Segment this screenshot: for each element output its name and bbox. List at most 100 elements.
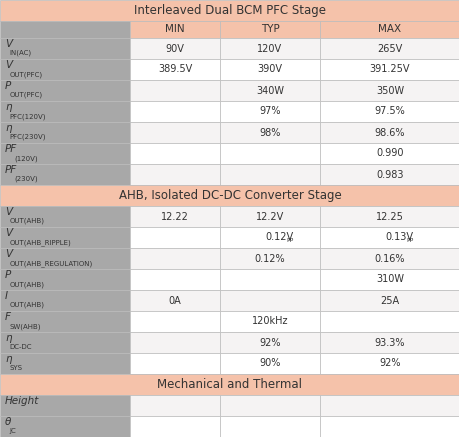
- Bar: [0, 101, 130, 122]
- Text: 97.5%: 97.5%: [374, 107, 404, 117]
- Bar: [219, 248, 319, 269]
- Text: 12.25: 12.25: [375, 212, 403, 222]
- Text: PF: PF: [5, 144, 17, 154]
- Text: 90V: 90V: [165, 44, 184, 53]
- Text: η: η: [5, 333, 11, 343]
- Bar: [219, 269, 319, 290]
- Bar: [219, 38, 319, 59]
- Text: PFC(230V): PFC(230V): [10, 134, 46, 141]
- Bar: [130, 206, 219, 227]
- Bar: [130, 38, 219, 59]
- Text: TYP: TYP: [260, 24, 279, 35]
- Bar: [130, 311, 219, 332]
- Bar: [219, 227, 319, 248]
- Bar: [0, 269, 130, 290]
- Bar: [219, 101, 319, 122]
- Bar: [130, 332, 219, 353]
- Bar: [319, 143, 459, 164]
- Bar: [130, 143, 219, 164]
- Bar: [130, 395, 219, 416]
- Bar: [319, 101, 459, 122]
- Text: Mechanical and Thermal: Mechanical and Thermal: [157, 378, 302, 391]
- Bar: [319, 290, 459, 311]
- Text: 310W: 310W: [375, 274, 403, 284]
- Text: V: V: [5, 60, 12, 70]
- Text: Height: Height: [5, 396, 39, 406]
- Text: 0.16%: 0.16%: [374, 253, 404, 264]
- Bar: [0, 311, 130, 332]
- Text: 98%: 98%: [259, 128, 280, 138]
- Bar: [319, 353, 459, 374]
- Bar: [0, 227, 130, 248]
- Text: V: V: [5, 39, 12, 49]
- Bar: [0, 122, 130, 143]
- Bar: [0, 143, 130, 164]
- Text: F: F: [5, 312, 11, 322]
- Bar: [0, 59, 130, 80]
- Bar: [319, 269, 459, 290]
- Text: OUT(AHB): OUT(AHB): [10, 218, 45, 225]
- Bar: [0, 164, 130, 185]
- Bar: [319, 206, 459, 227]
- Bar: [130, 21, 219, 38]
- Text: 120V: 120V: [257, 44, 282, 53]
- Bar: [319, 248, 459, 269]
- Bar: [130, 290, 219, 311]
- Bar: [0, 374, 459, 395]
- Bar: [319, 311, 459, 332]
- Text: PF: PF: [5, 165, 17, 175]
- Bar: [130, 248, 219, 269]
- Text: 0.983: 0.983: [375, 170, 403, 180]
- Text: 389.5V: 389.5V: [157, 65, 192, 74]
- Text: θ: θ: [5, 417, 11, 427]
- Text: OUT(AHB_RIPPLE): OUT(AHB_RIPPLE): [10, 239, 71, 246]
- Bar: [130, 80, 219, 101]
- Text: OUT(AHB): OUT(AHB): [10, 302, 45, 309]
- Bar: [219, 290, 319, 311]
- Text: (120V): (120V): [14, 155, 38, 162]
- Bar: [219, 206, 319, 227]
- Bar: [219, 122, 319, 143]
- Text: PFC(120V): PFC(120V): [10, 113, 46, 119]
- Text: MIN: MIN: [165, 24, 185, 35]
- Bar: [0, 353, 130, 374]
- Text: 90%: 90%: [259, 358, 280, 368]
- Text: PP: PP: [285, 239, 293, 243]
- Text: η: η: [5, 354, 11, 364]
- Bar: [319, 332, 459, 353]
- Bar: [219, 59, 319, 80]
- Text: (230V): (230V): [14, 176, 38, 183]
- Bar: [219, 311, 319, 332]
- Bar: [0, 38, 130, 59]
- Bar: [130, 416, 219, 437]
- Bar: [319, 59, 459, 80]
- Bar: [0, 80, 130, 101]
- Text: MAX: MAX: [378, 24, 401, 35]
- Bar: [130, 227, 219, 248]
- Bar: [219, 164, 319, 185]
- Bar: [219, 332, 319, 353]
- Bar: [319, 164, 459, 185]
- Text: 25A: 25A: [380, 295, 399, 305]
- Text: V: V: [5, 228, 12, 238]
- Text: 0.12%: 0.12%: [254, 253, 285, 264]
- Bar: [0, 416, 130, 437]
- Text: 12.22: 12.22: [161, 212, 189, 222]
- Bar: [0, 206, 130, 227]
- Bar: [219, 21, 319, 38]
- Text: AHB, Isolated DC-DC Converter Stage: AHB, Isolated DC-DC Converter Stage: [118, 189, 341, 202]
- Bar: [0, 248, 130, 269]
- Bar: [319, 416, 459, 437]
- Bar: [0, 21, 130, 38]
- Text: P: P: [5, 270, 11, 280]
- Text: OUT(AHB_REGULATION): OUT(AHB_REGULATION): [10, 260, 93, 267]
- Text: P: P: [5, 81, 11, 91]
- Text: 98.6%: 98.6%: [374, 128, 404, 138]
- Bar: [130, 59, 219, 80]
- Text: 120kHz: 120kHz: [251, 316, 288, 326]
- Bar: [319, 227, 459, 248]
- Bar: [130, 164, 219, 185]
- Text: 93.3%: 93.3%: [374, 337, 404, 347]
- Text: V: V: [5, 207, 12, 217]
- Bar: [0, 290, 130, 311]
